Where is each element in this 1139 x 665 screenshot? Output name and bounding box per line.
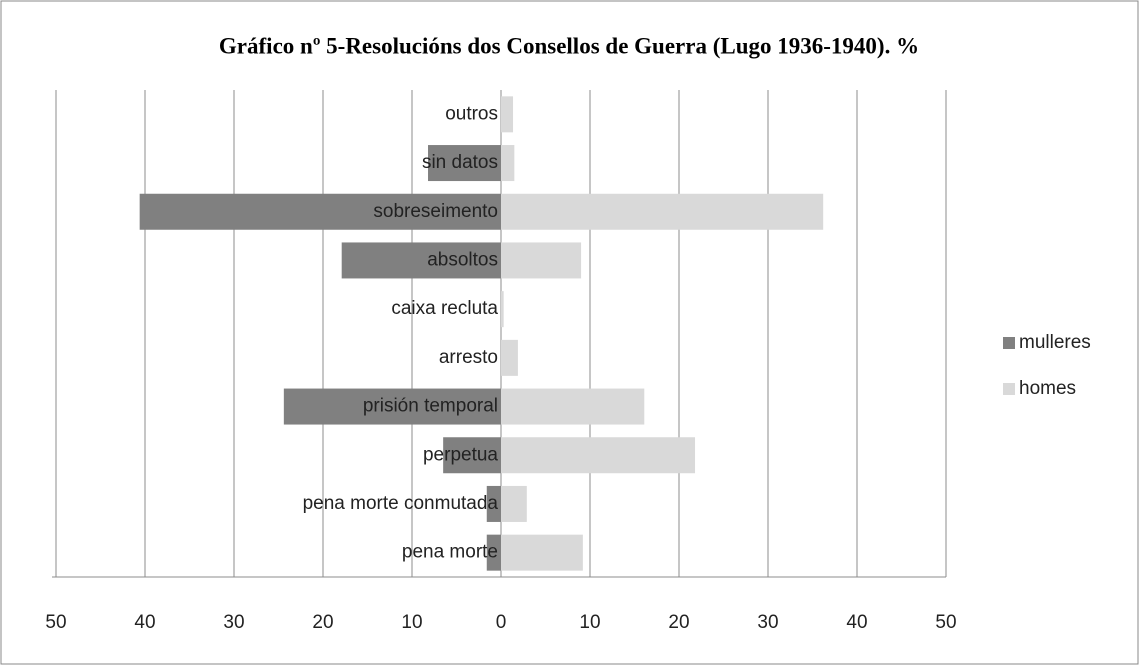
bar bbox=[501, 96, 514, 133]
bar bbox=[501, 193, 824, 230]
category-label: prisión temporal bbox=[363, 396, 498, 417]
category-label: sin datos bbox=[422, 152, 498, 173]
x-tick-label: 20 bbox=[668, 612, 689, 633]
bar bbox=[486, 485, 501, 522]
x-tick-label: 10 bbox=[401, 612, 422, 633]
legend-label: mulleres bbox=[1019, 332, 1091, 353]
bar bbox=[501, 534, 583, 571]
bar bbox=[283, 388, 501, 425]
x-tick-label: 50 bbox=[935, 612, 956, 633]
x-tick-label: 40 bbox=[134, 612, 155, 633]
x-tick-label: 10 bbox=[579, 612, 600, 633]
legend-swatch bbox=[1003, 383, 1015, 395]
bar bbox=[443, 437, 501, 474]
category-label: pena morte conmutada bbox=[303, 493, 499, 514]
bar bbox=[139, 193, 501, 230]
bar bbox=[501, 291, 504, 328]
bar bbox=[501, 388, 645, 425]
category-label: arresto bbox=[439, 347, 498, 368]
category-label: sobreseimento bbox=[373, 201, 498, 222]
bar bbox=[428, 145, 501, 182]
bar bbox=[341, 242, 501, 279]
category-label: outros bbox=[445, 103, 498, 124]
x-tick-label: 50 bbox=[45, 612, 66, 633]
category-label: pena morte bbox=[402, 542, 498, 563]
x-tick-label: 0 bbox=[496, 612, 507, 633]
chart-title: Gráfico nº 5-Resolucións dos Consellos d… bbox=[219, 33, 919, 58]
legend-label: homes bbox=[1019, 378, 1076, 399]
bar bbox=[501, 339, 518, 376]
x-tick-label: 30 bbox=[757, 612, 778, 633]
x-tick-label: 20 bbox=[312, 612, 333, 633]
bar bbox=[486, 534, 501, 571]
bar bbox=[501, 242, 582, 279]
legend-swatch bbox=[1003, 337, 1015, 349]
category-label: perpetua bbox=[423, 444, 498, 465]
x-tick-label: 40 bbox=[846, 612, 867, 633]
x-tick-label: 30 bbox=[223, 612, 244, 633]
bar bbox=[501, 437, 696, 474]
category-label: caixa recluta bbox=[391, 298, 498, 319]
bar bbox=[501, 145, 515, 182]
bar bbox=[501, 485, 527, 522]
category-label: absoltos bbox=[427, 249, 498, 270]
